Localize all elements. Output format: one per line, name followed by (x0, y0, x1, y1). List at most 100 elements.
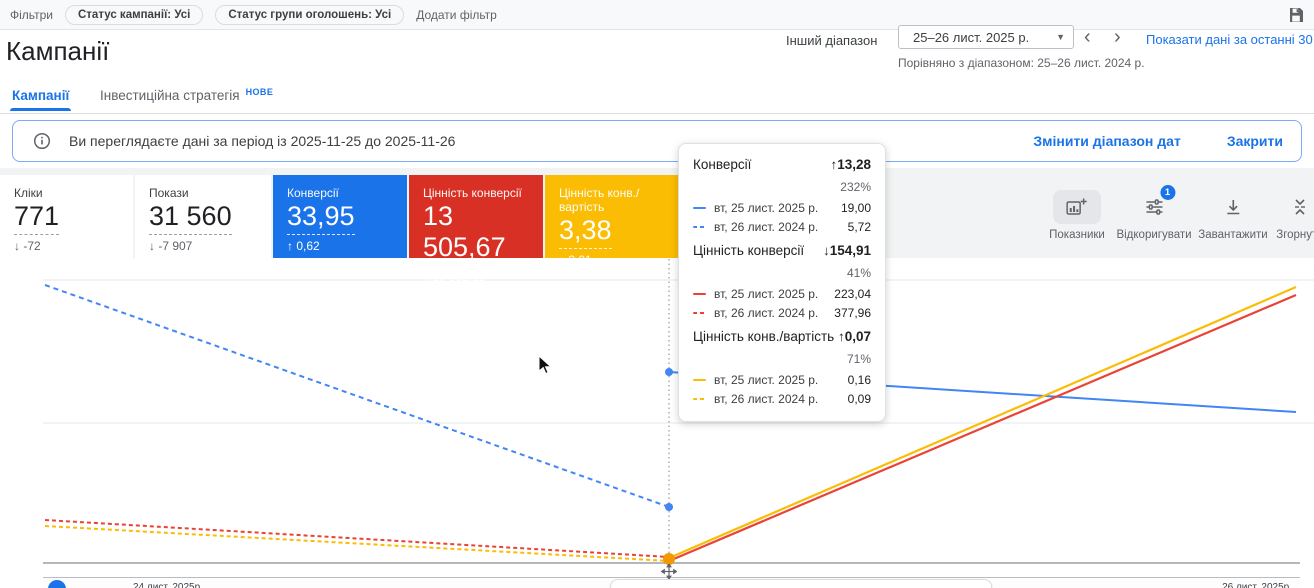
metric-card-conversion-value[interactable]: Цінність конверсії 13 505,67 ↑ 10 952,11 (409, 175, 543, 284)
series-swatch-dashed (693, 397, 706, 401)
show-last-30-days-link[interactable]: Показати дані за останні 30 днів (1146, 32, 1314, 47)
tooltip-section-delta: ↑13,28 (830, 157, 871, 172)
chart-area[interactable] (0, 258, 1314, 577)
tooltip-section-percent: 41% (846, 266, 871, 280)
tab-bid-strategy[interactable]: Інвестиційна стратегія НОВЕ (100, 87, 273, 103)
tooltip-row-label: вт, 26 лист. 2024 р. (714, 306, 819, 320)
tooltip-row: вт, 25 лист. 2025 р. 223,04 (693, 287, 871, 301)
sliders-icon (1144, 197, 1164, 217)
metric-delta: ↑ 0,62 (287, 239, 320, 254)
tooltip-section-title: Конверсії (693, 157, 752, 172)
metric-card-impressions[interactable]: Покази 31 560 ↓ -7 907 (135, 175, 271, 258)
tab-campaigns[interactable]: Кампанії (9, 88, 72, 111)
page-title: Кампанії (6, 36, 110, 66)
timeline-start-label: 24 лист. 2025р. (133, 582, 203, 588)
other-range-label: Інший діапазон (786, 33, 878, 48)
tooltip-row-label: вт, 25 лист. 2025 р. (714, 373, 819, 387)
timeline-end-label: 26 лист. 2025р. (1222, 582, 1292, 588)
timeline-marker-dot (48, 580, 66, 588)
timeline-handle[interactable] (610, 579, 992, 588)
chart-tooltip: Конверсії ↑13,28 232% вт, 25 лист. 2025 … (678, 143, 886, 422)
tab-bid-strategy-label: Інвестиційна стратегія (100, 88, 240, 103)
filter-bar: Фільтри Статус кампанії: Усі Статус груп… (0, 0, 1314, 30)
collapse-icon (1291, 197, 1309, 217)
adgroup-status-chip[interactable]: Статус групи оголошень: Усі (215, 4, 405, 25)
tooltip-section-title: Цінність конв./вартість (693, 329, 835, 344)
campaign-status-chip[interactable]: Статус кампанії: Усі (64, 4, 204, 25)
adjust-button[interactable]: 1 Відкоригувати (1116, 184, 1192, 241)
tooltip-row-value: 377,96 (834, 306, 871, 320)
metric-delta: ↓ -7 907 (149, 239, 193, 254)
tooltip-row-label: вт, 26 лист. 2024 р. (714, 392, 819, 406)
metrics-button-label: Показники (1049, 229, 1105, 241)
date-range-banner: Ви переглядаєте дані за період із 2025-1… (12, 120, 1302, 162)
adjust-button-label: Відкоригувати (1116, 229, 1192, 241)
tooltip-section-percent: 232% (840, 180, 871, 194)
tooltip-row-value: 0,16 (847, 373, 871, 387)
metric-value: 31 560 (149, 201, 232, 236)
tooltip-row-label: вт, 25 лист. 2025 р. (714, 287, 819, 301)
metric-label: Кліки (14, 186, 43, 200)
metric-value: 771 (14, 201, 60, 236)
add-filter-button[interactable]: Додати фільтр (416, 7, 497, 22)
metric-card-clicks[interactable]: Кліки 771 ↓ -72 (0, 175, 133, 258)
tooltip-row-label: вт, 26 лист. 2024 р. (714, 220, 819, 234)
series-swatch-dashed (693, 311, 706, 315)
tooltip-section-percent: 71% (846, 352, 871, 366)
tab-bar: Кампанії Інвестиційна стратегія НОВЕ (0, 84, 1314, 114)
tooltip-row-label: вт, 25 лист. 2025 р. (714, 201, 819, 215)
tooltip-row-value: 223,04 (834, 287, 871, 301)
tooltip-row-value: 0,09 (847, 392, 871, 406)
download-button-label: Завантажити (1198, 229, 1268, 241)
compare-range-text: Порівняно з діапазоном: 25–26 лист. 2024… (898, 56, 1145, 70)
series-swatch-solid (693, 292, 706, 296)
tooltip-row: вт, 26 лист. 2024 р. 0,09 (693, 392, 871, 406)
close-banner-link[interactable]: Закрити (1226, 133, 1283, 149)
adjust-badge: 1 (1158, 184, 1176, 201)
chart-metrics-icon (1066, 197, 1088, 217)
metric-value: 33,95 (287, 201, 355, 236)
metric-label: Цінність конв./вартість (559, 186, 640, 214)
collapse-button[interactable]: Згорнути (1276, 190, 1314, 241)
filters-menu[interactable]: Фільтри (10, 7, 53, 22)
prev-range-button[interactable]: ‹ (1084, 26, 1091, 48)
download-button[interactable]: Завантажити (1198, 190, 1268, 241)
next-range-button[interactable]: › (1114, 26, 1121, 48)
tooltip-row-value: 19,00 (840, 201, 871, 215)
timeline-scrubber[interactable]: 24 лист. 2025р. 26 лист. 2025р. (43, 577, 1300, 588)
info-icon (33, 132, 51, 150)
date-range-selector[interactable]: 25–26 лист. 2025 р. ▼ (898, 25, 1074, 49)
tooltip-section-delta: ↓154,91 (822, 243, 871, 258)
tooltip-section-title: Цінність конверсії (693, 243, 805, 258)
tooltip-row: вт, 25 лист. 2025 р. 0,16 (693, 373, 871, 387)
metrics-button[interactable]: Показники (1049, 190, 1105, 241)
metric-card-value-per-cost[interactable]: Цінність конв./вартість 3,38 ↑ 3,01 (545, 175, 679, 267)
series-swatch-solid (693, 378, 706, 382)
save-icon[interactable] (1288, 7, 1304, 23)
series-swatch-dashed (693, 225, 706, 229)
metric-label: Цінність конверсії (423, 186, 522, 200)
change-date-range-link[interactable]: Змінити діапазон дат (1033, 133, 1181, 149)
metric-delta: ↑ 10 952,11 (423, 270, 485, 285)
tooltip-row: вт, 26 лист. 2024 р. 5,72 (693, 220, 871, 234)
series-swatch-solid (693, 206, 706, 210)
metric-value: 3,38 (559, 215, 612, 250)
metric-delta: ↑ 3,01 (559, 253, 592, 268)
tooltip-row: вт, 25 лист. 2025 р. 19,00 (693, 201, 871, 215)
metric-label: Покази (149, 186, 189, 200)
chevron-down-icon: ▼ (1056, 32, 1065, 42)
metric-delta: ↓ -72 (14, 239, 41, 254)
move-handle-icon[interactable] (661, 564, 677, 579)
tooltip-row: вт, 26 лист. 2024 р. 377,96 (693, 306, 871, 320)
banner-text: Ви переглядаєте дані за період із 2025-1… (69, 133, 456, 149)
download-icon (1224, 197, 1242, 217)
metric-strip: Кліки 771 ↓ -72 Покази 31 560 ↓ -7 907 К… (0, 168, 1314, 284)
collapse-button-label: Згорнути (1276, 229, 1314, 241)
tooltip-row-value: 5,72 (847, 220, 871, 234)
metric-card-conversions[interactable]: Конверсії 33,95 ↑ 0,62 (273, 175, 407, 258)
tooltip-section-delta: ↑0,07 (837, 329, 871, 344)
metric-label: Конверсії (287, 186, 339, 200)
metric-value: 13 505,67 (423, 201, 543, 267)
date-range-value: 25–26 лист. 2025 р. (913, 29, 1030, 45)
